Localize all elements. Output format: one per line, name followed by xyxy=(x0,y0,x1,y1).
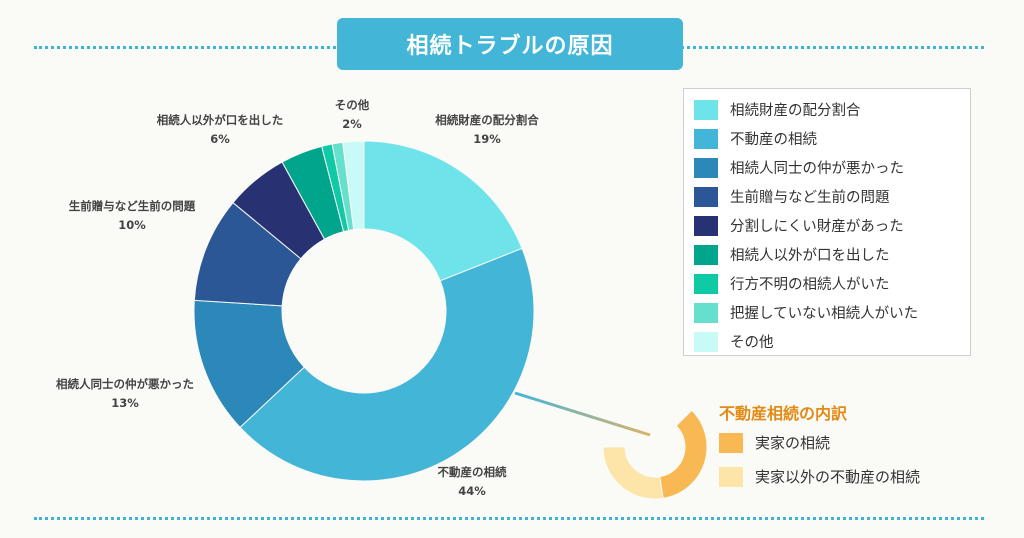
legend-swatch xyxy=(694,215,718,236)
legend-swatch xyxy=(694,157,718,178)
breakdown-slice-2 xyxy=(602,446,664,500)
donut-slice-1 xyxy=(363,140,523,282)
donut-slice-2 xyxy=(239,247,535,482)
legend-swatch xyxy=(694,273,718,294)
chart-title: 相続トラブルの原因 xyxy=(337,18,683,70)
legend-swatch xyxy=(694,331,718,352)
breakdown-legend-swatch xyxy=(719,466,743,487)
legend-item: 相続人以外が口を出した xyxy=(694,240,970,269)
slice-label-percent: 19% xyxy=(473,132,501,146)
legend-label: 相続人同士の仲が悪かった xyxy=(730,161,904,177)
legend-label: 生前贈与など生前の問題 xyxy=(730,190,890,206)
legend-label: 分割しにくい財産があった xyxy=(730,219,904,235)
legend-item: 把握していない相続人がいた xyxy=(694,298,970,327)
breakdown-connector-line xyxy=(514,391,651,437)
legend-label: 行方不明の相続人がいた xyxy=(730,277,890,293)
slice-label-name: 相続人以外が口を出した xyxy=(157,113,284,127)
slice-label-name: 生前贈与など生前の問題 xyxy=(69,199,196,213)
legend-label: 把握していない相続人がいた xyxy=(730,306,919,322)
legend-label: その他 xyxy=(730,335,774,351)
bottom-dotted-divider xyxy=(34,517,984,520)
breakdown-legend-label: 実家の相続 xyxy=(755,434,831,452)
legend-label: 相続財産の配分割合 xyxy=(730,103,861,119)
legend-swatch xyxy=(694,128,718,149)
breakdown-legend-item: 実家の相続 xyxy=(719,432,830,453)
slice-label-name: 相続財産の配分割合 xyxy=(435,113,539,127)
legend-item: 分割しにくい財産があった xyxy=(694,211,970,240)
slice-label-name: その他 xyxy=(335,98,370,112)
donut-slice-9 xyxy=(342,140,365,231)
legend-label: 不動産の相続 xyxy=(730,132,817,148)
breakdown-legend-label: 実家以外の不動産の相続 xyxy=(755,468,921,486)
legend-item: 相続人同士の仲が悪かった xyxy=(694,153,970,182)
legend-item: 不動産の相続 xyxy=(694,124,970,153)
legend-label: 相続人以外が口を出した xyxy=(730,248,890,264)
slice-label-percent: 2% xyxy=(342,117,362,131)
legend-swatch xyxy=(694,244,718,265)
legend-item: その他 xyxy=(694,327,970,356)
legend: 相続財産の配分割合 不動産の相続相続人同士の仲が悪かった 生前贈与など生前の問題 分割… xyxy=(683,88,971,356)
legend-item: 行方不明の相続人がいた xyxy=(694,269,970,298)
legend-item: 生前贈与など生前の問題 xyxy=(694,182,970,211)
breakdown-slice-1 xyxy=(659,409,708,499)
slice-label-percent: 10% xyxy=(118,218,146,232)
breakdown-legend-swatch xyxy=(719,432,743,453)
slice-label-percent: 6% xyxy=(210,132,230,146)
breakdown-title: 不動産相続の内訳 xyxy=(719,404,848,423)
legend-swatch xyxy=(694,99,718,120)
slice-label-percent: 13% xyxy=(111,396,139,410)
slice-label-name: 不動産の相続 xyxy=(438,465,507,479)
slice-label-percent: 44% xyxy=(458,484,486,498)
legend-item: 相続財産の配分割合 xyxy=(694,95,970,124)
legend-swatch xyxy=(694,302,718,323)
breakdown-legend-item: 実家以外の不動産の相続 xyxy=(719,466,920,487)
slice-label-name: 相続人同士の仲が悪かった xyxy=(56,377,194,391)
legend-swatch xyxy=(694,186,718,207)
